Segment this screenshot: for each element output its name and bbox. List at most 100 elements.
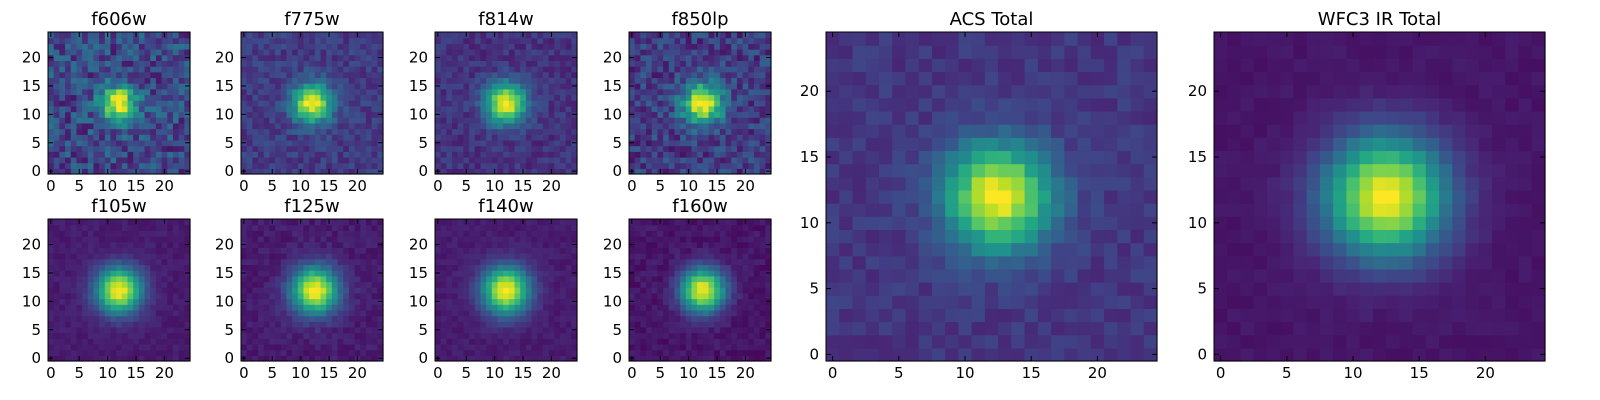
heatmap-cell [452, 241, 459, 248]
heatmap-cells [629, 219, 772, 362]
heatmap-cell [360, 219, 367, 226]
heatmap-cell [440, 139, 447, 147]
heatmap-cell [161, 100, 168, 107]
heatmap-cell [514, 304, 521, 311]
heatmap-cell [691, 37, 698, 44]
heatmap-cell [99, 162, 106, 169]
heatmap-cell [280, 117, 288, 124]
heatmap-cell [82, 355, 89, 362]
heatmap-cell [337, 156, 344, 164]
heatmap-cell [440, 122, 447, 130]
heatmap-cell [646, 270, 653, 277]
heatmap-cell [167, 32, 174, 39]
heatmap-cell [474, 60, 482, 67]
heatmap-cell [269, 270, 276, 277]
heatmap-cell [314, 128, 322, 135]
heatmap-cell [753, 287, 761, 294]
heatmap-cell [725, 281, 732, 288]
heatmap-cell [520, 117, 527, 124]
heatmap-cell [263, 321, 270, 328]
heatmap-cell [629, 321, 636, 328]
heatmap-cell [178, 88, 185, 96]
heatmap-cell [70, 287, 77, 294]
heatmap-cell [178, 349, 185, 356]
heatmap-cell [371, 287, 378, 294]
heatmap-cell [150, 151, 157, 158]
panel-title: f125w [284, 196, 339, 217]
heatmap-cell [508, 304, 516, 311]
heatmap-cell [178, 145, 185, 152]
heatmap-cell [252, 128, 259, 135]
heatmap-cell [331, 168, 339, 175]
heatmap-cell [685, 49, 693, 56]
heatmap-cell [161, 83, 168, 90]
heatmap-cell [446, 309, 453, 317]
heatmap-cell [269, 224, 276, 231]
heatmap-cell [765, 100, 772, 107]
heatmap-cell [629, 309, 636, 317]
heatmap-cell [542, 32, 550, 39]
heatmap-cell [463, 332, 470, 339]
heatmap-cell [537, 298, 544, 305]
heatmap-cell [331, 111, 339, 118]
heatmap-cell [480, 304, 487, 311]
heatmap-cell [651, 83, 658, 90]
heatmap-cell [491, 139, 499, 147]
heatmap-cell [121, 37, 129, 44]
heatmap-cell [685, 139, 693, 147]
heatmap-cell [53, 145, 60, 152]
heatmap-cell [138, 343, 146, 351]
heatmap-cell [508, 139, 516, 147]
heatmap-cell [497, 275, 504, 283]
heatmap-cell [736, 139, 744, 147]
heatmap-cell [525, 122, 533, 130]
heatmap-cell [258, 247, 265, 254]
heatmap-cell [446, 71, 453, 79]
heatmap-cell [93, 37, 100, 44]
y-tick-label: 0 [31, 349, 41, 367]
heatmap-cell [280, 145, 288, 152]
heatmap-cell [680, 100, 687, 107]
heatmap-cell [65, 32, 72, 39]
heatmap-cell [474, 253, 482, 260]
heatmap-cell [93, 128, 100, 135]
heatmap-cell [93, 122, 100, 130]
heatmap-cell [348, 281, 356, 288]
heatmap-cell [59, 332, 66, 339]
heatmap-cell [59, 37, 66, 44]
heatmap-cell [172, 77, 180, 84]
heatmap-cell [161, 122, 168, 130]
heatmap-cell [548, 349, 555, 356]
heatmap-cell [155, 145, 163, 152]
y-tick-label: 0 [224, 162, 234, 180]
heatmap-cell [435, 321, 442, 328]
heatmap-cell [121, 355, 129, 362]
heatmap-cell [559, 292, 567, 300]
heatmap-cell [542, 309, 550, 317]
heatmap-cell [76, 83, 83, 90]
heatmap-cell [275, 43, 282, 50]
heatmap-cell [127, 122, 134, 130]
heatmap-cell [348, 100, 356, 107]
heatmap-cell [326, 332, 333, 339]
heatmap-cell [348, 338, 356, 345]
heatmap-cell [725, 162, 732, 169]
heatmap-cell [508, 117, 516, 124]
heatmap-cell [116, 162, 123, 169]
heatmap-cell [360, 281, 367, 288]
heatmap-cell [548, 66, 555, 73]
heatmap-cell [640, 309, 647, 317]
heatmap-cell [514, 162, 521, 169]
heatmap-cell [172, 54, 180, 61]
heatmap-cell [668, 54, 676, 61]
heatmap-cell [87, 94, 95, 101]
heatmap-cell [286, 349, 293, 356]
heatmap-cell [178, 77, 185, 84]
heatmap-cell [474, 343, 482, 351]
heatmap-cell [565, 287, 572, 294]
heatmap-cell [531, 77, 538, 84]
heatmap-cell [765, 156, 772, 164]
heatmap-cell [646, 100, 653, 107]
heatmap-cell [65, 304, 72, 311]
heatmap-cell [497, 258, 504, 266]
